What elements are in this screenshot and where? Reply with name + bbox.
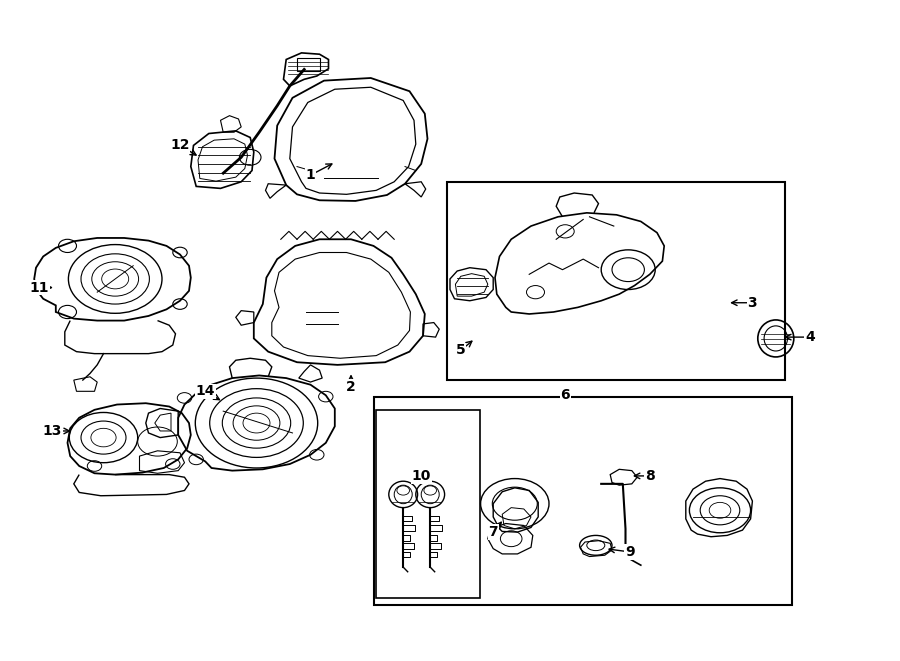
Text: 10: 10: [411, 469, 431, 483]
Bar: [376, 410, 480, 598]
Text: 9: 9: [626, 545, 634, 559]
Text: 4: 4: [806, 330, 814, 344]
Text: 6: 6: [561, 388, 570, 403]
Text: 7: 7: [489, 525, 498, 539]
Text: 14: 14: [195, 384, 215, 399]
Text: 11: 11: [30, 280, 50, 295]
Text: 1: 1: [306, 168, 315, 182]
Text: 8: 8: [645, 469, 654, 483]
Bar: [374, 397, 792, 605]
Text: 5: 5: [456, 343, 465, 358]
Text: 13: 13: [42, 424, 62, 438]
Text: 12: 12: [170, 138, 190, 153]
Bar: [447, 182, 785, 380]
Text: 2: 2: [346, 379, 356, 394]
Text: 3: 3: [748, 295, 757, 310]
